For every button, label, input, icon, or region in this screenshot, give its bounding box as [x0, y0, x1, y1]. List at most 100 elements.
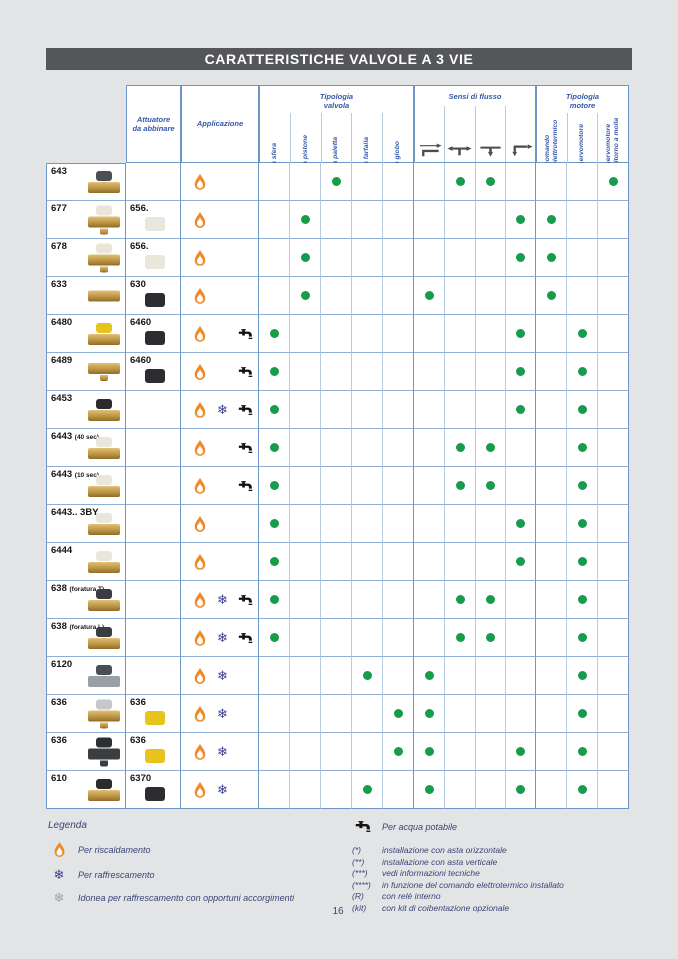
row-code: 610 [51, 773, 67, 784]
tap-icon [238, 594, 253, 605]
empty-cell [567, 201, 598, 239]
empty-cell [414, 543, 445, 581]
row-code-cell: 610 [46, 771, 126, 809]
product-photo [88, 550, 120, 573]
application-cell: ❄ [181, 619, 259, 657]
empty-cell [598, 771, 629, 809]
empty-cell [476, 505, 506, 543]
actuator-cell: 630 [126, 277, 181, 315]
empty-cell [567, 277, 598, 315]
empty-cell [445, 353, 476, 391]
empty-cell [414, 581, 445, 619]
presence-dot-cell [352, 771, 383, 809]
empty-cell [445, 505, 476, 543]
empty-cell [383, 429, 414, 467]
row-code: 678 [51, 241, 67, 252]
presence-dot [455, 177, 465, 186]
presence-dot-cell [567, 543, 598, 581]
presence-dot [300, 291, 310, 300]
presence-dot-cell [567, 581, 598, 619]
legend-note: (kit) con kit di coibentazione opzionale [352, 903, 642, 913]
empty-cell [414, 505, 445, 543]
actuator-code: 6460 [130, 355, 152, 366]
snowflake-icon: ❄ [217, 402, 228, 417]
tap-icon [352, 820, 374, 833]
legend-note-text: con relè interno [382, 891, 441, 901]
presence-dot [331, 177, 341, 186]
flame-icon [194, 439, 205, 456]
presence-dot [269, 633, 279, 642]
tap-icon [238, 480, 253, 491]
empty-cell [476, 391, 506, 429]
empty-cell [536, 467, 567, 505]
actuator-code: 6370 [130, 773, 152, 784]
presence-dot-cell [352, 657, 383, 695]
presence-dot [362, 671, 372, 680]
presence-dot-cell [290, 277, 321, 315]
column-header-applicazione: Applicazione [181, 85, 259, 163]
product-photo [88, 436, 120, 459]
presence-dot [424, 709, 434, 718]
empty-cell [445, 277, 476, 315]
empty-cell [259, 239, 290, 277]
flame-icon [194, 667, 205, 684]
presence-dot [577, 443, 587, 452]
empty-cell [321, 581, 352, 619]
empty-cell [352, 695, 383, 733]
empty-cell [598, 581, 629, 619]
empty-cell [414, 239, 445, 277]
actuator-cell [126, 163, 181, 201]
valve-type-label: a globo [394, 140, 401, 165]
actuator-cell [126, 543, 181, 581]
presence-dot [516, 519, 525, 528]
row-code-cell: 677 [46, 201, 126, 239]
presence-dot-cell [414, 733, 445, 771]
application-cell [181, 163, 259, 201]
presence-dot-cell [567, 315, 598, 353]
empty-cell [414, 201, 445, 239]
product-photo [88, 737, 120, 766]
empty-cell [536, 771, 567, 809]
presence-dot [269, 481, 279, 490]
empty-cell [290, 619, 321, 657]
presence-dot [546, 291, 556, 300]
presence-dot [546, 253, 556, 262]
actuator-cell: 6460 [126, 315, 181, 353]
column-header-tipologia-valvola: Tipologia valvola a sfera a pistone a palet… [259, 85, 414, 165]
application-cell: ❄ [181, 581, 259, 619]
presence-dot-cell [445, 429, 476, 467]
empty-cell [321, 733, 352, 771]
presence-dot [455, 443, 465, 452]
application-cell [181, 353, 259, 391]
legend-note-symbol: (***) [352, 868, 368, 878]
presence-dot-cell [567, 429, 598, 467]
presence-dot-cell [476, 429, 506, 467]
empty-cell [536, 695, 567, 733]
row-code-cell: 6489 [46, 353, 126, 391]
product-photo [88, 243, 120, 272]
empty-cell [414, 467, 445, 505]
flame-icon [194, 477, 205, 494]
column-header-attuatore: Attuatore da abbinare [126, 85, 181, 163]
presence-dot [393, 747, 403, 756]
presence-dot [424, 291, 434, 300]
empty-cell [321, 619, 352, 657]
presence-dot [455, 595, 465, 604]
presence-dot [486, 177, 495, 186]
empty-cell [383, 581, 414, 619]
empty-cell [476, 201, 506, 239]
presence-dot-cell [476, 619, 506, 657]
presence-dot-cell [259, 353, 290, 391]
empty-cell [321, 657, 352, 695]
actuator-cell [126, 657, 181, 695]
empty-cell [383, 619, 414, 657]
empty-cell [476, 695, 506, 733]
presence-dot [516, 253, 525, 262]
empty-cell [536, 315, 567, 353]
presence-dot [577, 747, 587, 756]
empty-cell [383, 315, 414, 353]
application-cell: ❄ [181, 391, 259, 429]
empty-cell [383, 353, 414, 391]
actuator-cell [126, 391, 181, 429]
presence-dot [269, 329, 279, 338]
